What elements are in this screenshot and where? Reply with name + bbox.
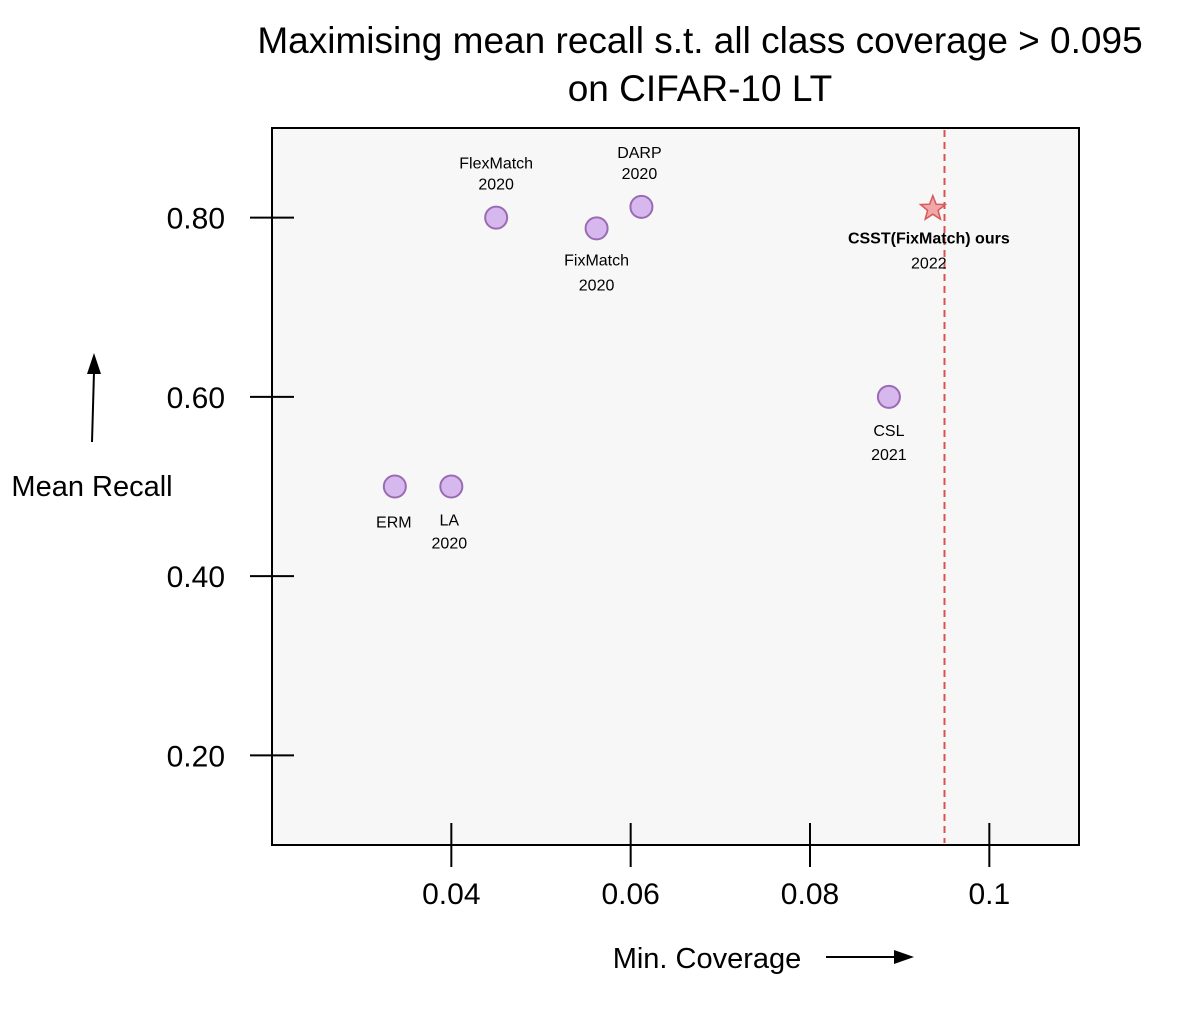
- data-points: ERM LA 2020 FlexMatch 2020 FixMatch 2020 DARP 20…: [376, 145, 1010, 553]
- point-label-name: CSL: [873, 423, 904, 440]
- y-axis-ticks: 0.20 0.40 0.60 0.80: [167, 203, 294, 773]
- point-label-name: FixMatch: [564, 252, 629, 269]
- chart-title-line2: on CIFAR-10 LT: [567, 68, 833, 109]
- point-star-csst-fixmatch-ours: [918, 193, 948, 221]
- point-label-name: CSST(FixMatch) ours: [848, 231, 1010, 248]
- x-tick-label: 0.1: [968, 878, 1010, 911]
- point-erm: [382, 474, 407, 499]
- point-label-year: 2020: [478, 177, 514, 194]
- x-tick-label: 0.04: [422, 878, 480, 911]
- point-csl: [876, 384, 901, 409]
- point-label-name: FlexMatch: [459, 156, 533, 173]
- x-tick-label: 0.06: [601, 878, 659, 911]
- point-flexmatch: [484, 205, 509, 230]
- y-tick-label: 0.60: [167, 382, 225, 415]
- y-axis-arrow-shaft: [91, 371, 95, 443]
- y-tick-label: 0.40: [167, 561, 225, 594]
- point-label-year: 2020: [579, 277, 615, 294]
- point-label-name: LA: [440, 513, 460, 530]
- x-axis-arrow-head: [894, 950, 914, 964]
- point-label-year: 2022: [911, 256, 947, 273]
- x-axis-title: Min. Coverage: [613, 943, 802, 975]
- y-tick-label: 0.80: [167, 203, 225, 236]
- point-la: [439, 474, 464, 499]
- point-label-year: 2020: [432, 536, 468, 553]
- y-axis-arrow-head: [87, 353, 101, 374]
- x-axis-ticks: 0.04 0.06 0.08 0.1: [422, 823, 1010, 911]
- point-darp: [629, 194, 654, 219]
- x-tick-label: 0.08: [781, 878, 839, 911]
- point-label-year: 2020: [622, 166, 658, 183]
- chart-title-line1: Maximising mean recall s.t. all class co…: [257, 20, 1143, 61]
- point-label-name: DARP: [617, 145, 661, 162]
- point-label-name: ERM: [376, 515, 412, 532]
- point-fixmatch: [584, 216, 609, 241]
- point-label-year: 2021: [871, 447, 907, 464]
- y-tick-label: 0.20: [167, 740, 225, 773]
- y-axis-title: Mean Recall: [11, 471, 172, 503]
